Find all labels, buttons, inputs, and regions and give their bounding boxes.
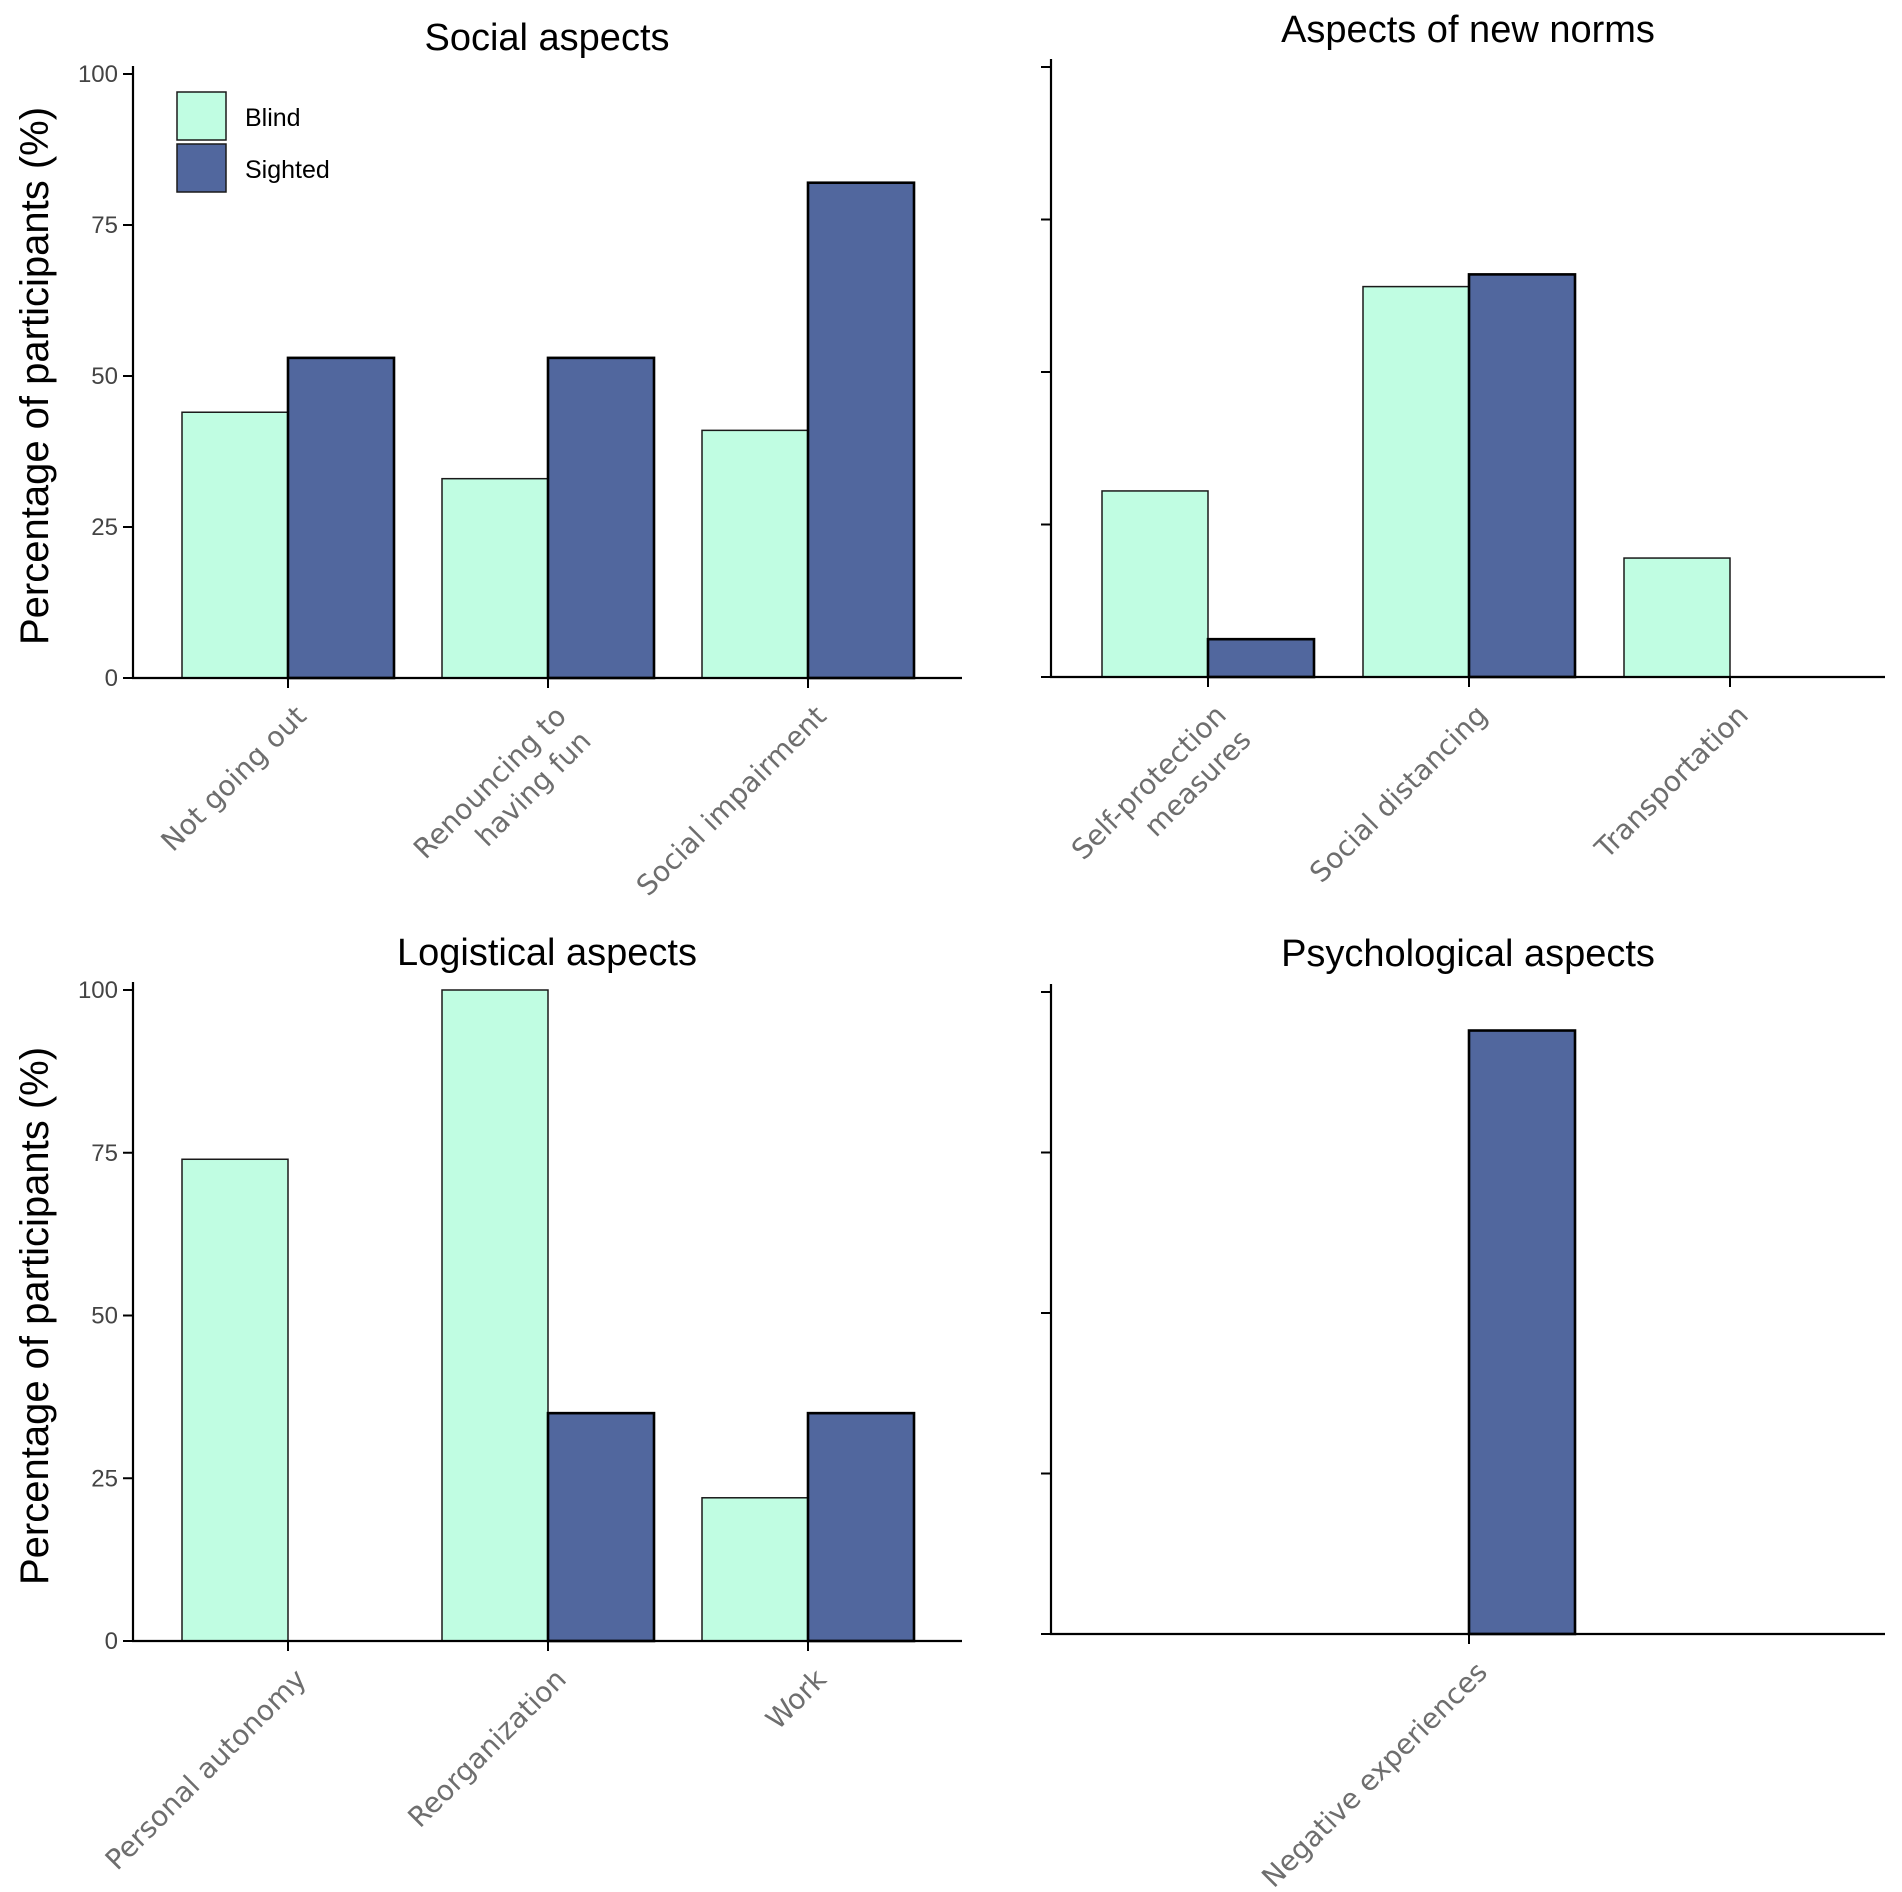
x-tick-label: Social impairment [630,699,833,902]
x-tick-label-line: Not going out [154,699,312,857]
panel-title: Logistical aspects [397,932,697,974]
y-tick-label: 75 [91,212,118,239]
panel-1: Social aspects Percentage of participants… [13,17,962,902]
panel-title: Aspects of new norms [1281,9,1655,51]
x-tick-label-line: Reorganization [401,1662,572,1833]
bar-blind [701,429,809,679]
bar-blind [1623,557,1731,678]
bar-sighted [806,1411,916,1643]
bar-sighted [286,356,396,680]
y-tick-label: 25 [91,1465,118,1492]
x-tick-label: Negative experiences [1255,1655,1494,1892]
x-tick-label: Social distancing [1303,698,1494,889]
y-tick-label: 75 [91,1140,118,1167]
x-tick-label-line: Social distancing [1303,698,1494,889]
panel-4: Psychological aspects Negative experience… [1041,933,1885,1892]
y-tick-label: 100 [78,61,118,88]
bar-sighted [1467,273,1577,679]
legend-swatch-blind [176,91,227,141]
bar-sighted [1467,1029,1577,1636]
x-tick-label: Personal autonomy [99,1662,313,1876]
bar-sighted [1206,637,1316,679]
bar-blind [441,477,549,679]
x-tick-label: Transportation [1588,698,1755,865]
bar-sighted [546,356,656,680]
x-tick-label-line: Personal autonomy [99,1662,313,1876]
y-tick-label: 50 [91,1303,118,1330]
y-axis-label: Percentage of participants (%) [13,107,57,645]
x-tick-label-line: Negative experiences [1255,1655,1494,1892]
y-tick-label: 25 [91,514,118,541]
x-tick-label: Renouncing tohaving fun [407,699,598,890]
x-tick-label: Self-protectionmeasures [1065,698,1258,891]
panel-3: Logistical aspects Percentage of particip… [13,932,962,1876]
x-tick-label-line: Transportation [1588,698,1755,865]
x-tick-label: Work [759,1662,833,1736]
panel-2: Aspects of new norms Self-protectionmeasu… [1041,9,1885,891]
x-tick-label: Not going out [154,699,312,857]
y-tick-label: 0 [105,665,118,692]
x-tick-label-line: Work [759,1662,833,1736]
y-axis-label: Percentage of participants (%) [13,1047,57,1585]
panel-title: Social aspects [424,17,669,59]
y-tick-label: 0 [105,1628,118,1655]
x-tick-label: Reorganization [401,1662,572,1833]
bar-sighted [806,181,916,680]
bar-blind [701,1497,809,1642]
legend: Blind Sighted [176,91,330,193]
bar-blind [181,1158,289,1642]
legend-label-sighted: Sighted [245,156,330,184]
y-tick-label: 50 [91,363,118,390]
bar-blind [181,411,289,679]
bar-blind [1362,285,1470,678]
bar-blind [441,989,549,1642]
legend-swatch-sighted [176,143,227,193]
bar-sighted [546,1411,656,1643]
y-tick-label: 100 [78,977,118,1004]
bar-blind [1101,490,1209,678]
x-tick-label-line: Social impairment [630,699,833,902]
panel-title: Psychological aspects [1281,933,1655,975]
legend-label-blind: Blind [245,104,301,132]
